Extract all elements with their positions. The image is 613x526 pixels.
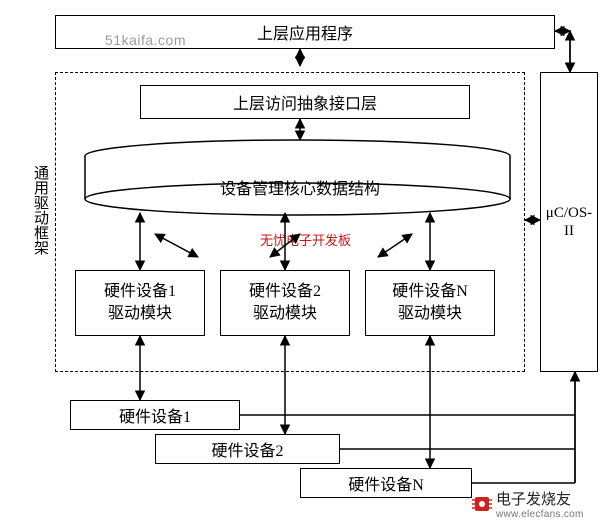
- hwN-box: 硬件设备N: [300, 468, 472, 498]
- watermark-site2: 无忧电子开发板: [260, 230, 351, 249]
- driver2-label: 硬件设备2 驱动模块: [249, 281, 321, 326]
- abstract-interface-label: 上层访问抽象接口层: [233, 90, 377, 114]
- hw2-label: 硬件设备2: [211, 437, 283, 461]
- branding-name: 电子发烧友: [496, 488, 584, 509]
- hw1-label: 硬件设备1: [119, 403, 191, 427]
- chip-icon: [472, 494, 492, 514]
- abstract-interface-box: 上层访问抽象接口层: [140, 85, 470, 119]
- core-ds-label: 设备管理核心数据结构: [200, 175, 400, 199]
- top-app-label: 上层应用程序: [257, 20, 353, 44]
- branding-logo: 电子发烧友 www.elecfans.com: [472, 488, 584, 520]
- driverN-box: 硬件设备N 驱动模块: [365, 270, 495, 336]
- driver1-box: 硬件设备1 驱动模块: [75, 270, 205, 336]
- hwN-label: 硬件设备N: [348, 471, 424, 495]
- driver2-box: 硬件设备2 驱动模块: [220, 270, 350, 336]
- ucos-label: μC/OS-II: [544, 204, 594, 240]
- hw2-box: 硬件设备2: [155, 434, 340, 464]
- driverN-label: 硬件设备N 驱动模块: [392, 281, 468, 326]
- hw1-box: 硬件设备1: [70, 400, 240, 430]
- branding-url: www.elecfans.com: [496, 509, 584, 520]
- left-side-label: 通用驱动框架: [30, 165, 51, 255]
- watermark-site1: 51kaifa.com: [105, 32, 186, 48]
- ucos-box: μC/OS-II: [540, 72, 598, 372]
- driver1-label: 硬件设备1 驱动模块: [104, 281, 176, 326]
